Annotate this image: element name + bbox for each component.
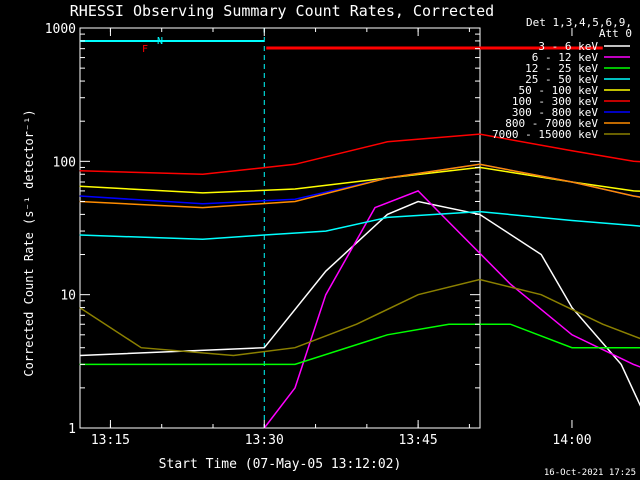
x-tick-label: 13:45 — [399, 433, 438, 448]
x-tick-label: 13:30 — [245, 433, 284, 448]
y-tick-label: 100 — [53, 155, 76, 170]
legend-label: 6 - 12 keV — [532, 51, 599, 64]
series-line-0 — [79, 200, 640, 407]
y-tick-label: 10 — [60, 289, 76, 304]
series-line-2 — [79, 323, 640, 366]
legend-header-line1: Det 1,3,4,5,6,9, — [526, 16, 632, 29]
series-line-8 — [79, 278, 640, 357]
legend-label: 50 - 100 keV — [519, 84, 599, 97]
x-axis-label: Start Time (07-May-05 13:12:02) — [159, 457, 402, 472]
flag-N-label: N — [157, 36, 163, 47]
series-line-4 — [79, 166, 640, 194]
legend-label: 3 - 6 keV — [538, 40, 598, 53]
x-tick-label: 14:00 — [552, 433, 591, 448]
legend-header-line2: Att 0 — [599, 27, 632, 40]
series-line-6 — [79, 163, 640, 205]
plot-border — [79, 27, 481, 429]
y-tick-label: 1 — [68, 422, 76, 437]
series-line-5 — [79, 133, 640, 176]
series-line-3 — [79, 210, 640, 241]
legend-label: 12 - 25 keV — [525, 62, 598, 75]
y-axis-label: Corrected Count Rate (s⁻¹ detector⁻¹) — [22, 109, 36, 376]
legend-label: 25 - 50 keV — [525, 73, 598, 86]
series-line-7 — [79, 163, 640, 209]
series-layer — [79, 133, 640, 429]
axes-layer: 13:1513:3013:4514:0014:1514:3014:4511010… — [45, 22, 592, 448]
y-tick-label: 1000 — [45, 22, 76, 37]
legend-label: 7000 - 15000 keV — [492, 128, 598, 141]
legend-label: 300 - 800 keV — [512, 106, 598, 119]
series-line-1 — [263, 190, 640, 429]
flag-F-label: F — [142, 44, 148, 55]
x-tick-label: 13:15 — [91, 433, 130, 448]
legend-label: 800 - 7000 keV — [505, 117, 598, 130]
plot-frame — [79, 27, 481, 429]
legend-label: 100 - 300 keV — [512, 95, 598, 108]
chart-title: RHESSI Observing Summary Count Rates, Co… — [70, 2, 494, 20]
night-boundaries — [80, 28, 265, 428]
footer-date: 16-Oct-2021 17:25 — [544, 468, 636, 478]
